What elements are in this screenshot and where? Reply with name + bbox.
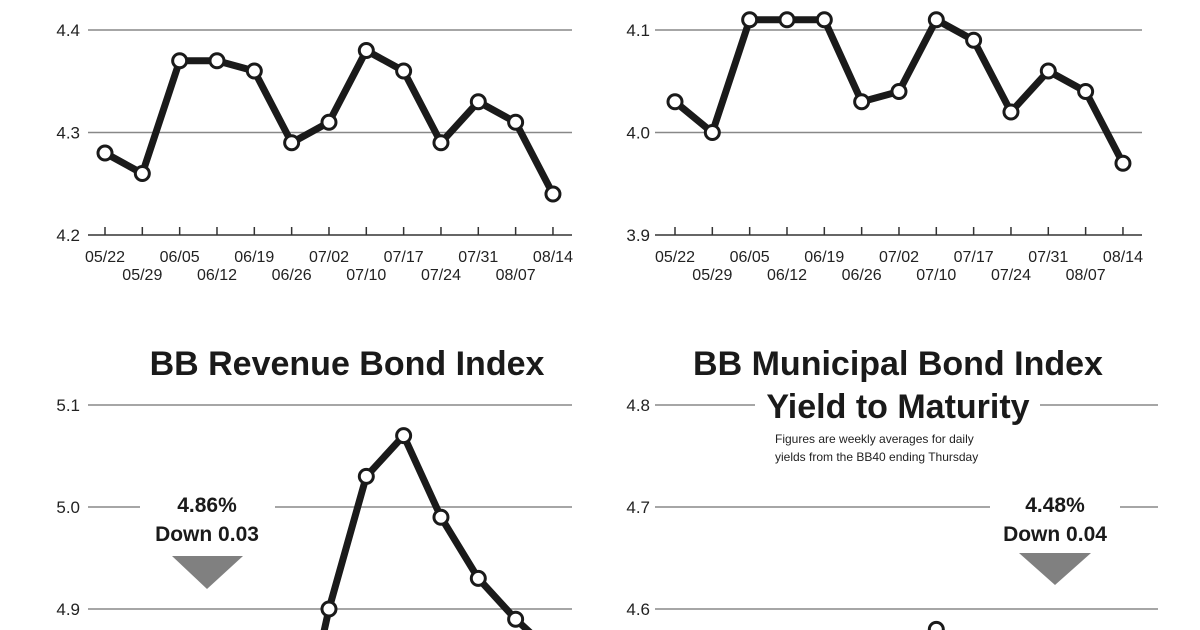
data-point: [507, 610, 525, 628]
y-tick-label: 4.8: [626, 396, 650, 415]
data-point: [815, 11, 833, 29]
data-point: [1002, 103, 1020, 121]
data-point: [96, 144, 114, 162]
data-point: [395, 427, 413, 445]
annotation-value: 4.86%: [177, 494, 237, 517]
title-backdrop: [755, 388, 1040, 428]
annotation-backdrop: [140, 486, 275, 550]
data-point: [703, 124, 721, 141]
y-tick-label: 4.3: [56, 124, 80, 143]
y-tick-label: 4.1: [626, 21, 650, 40]
x-tick-label: 07/31: [458, 249, 498, 266]
y-tick-label: 4.2: [56, 226, 80, 245]
data-point: [320, 600, 338, 618]
data-point: [133, 165, 151, 182]
data-point: [544, 185, 562, 203]
data-point: [1039, 62, 1057, 80]
x-tick-label: 08/07: [1066, 267, 1106, 284]
data-point: [395, 62, 413, 80]
x-tick-label: 07/02: [879, 249, 919, 266]
annotation-value: 4.48%: [1025, 494, 1085, 517]
data-point: [741, 11, 759, 29]
x-tick-label: 06/19: [234, 249, 274, 266]
data-point: [890, 83, 908, 100]
chart-top-right: 4.1 4.0 3.9 05/2205/2906/0506/1206/1906/26…: [626, 11, 1143, 284]
y-tick-label: 3.9: [626, 226, 650, 245]
x-tick-label: 07/10: [916, 267, 956, 284]
x-tick-label: 07/24: [991, 267, 1031, 284]
y-tick-label: 5.1: [56, 396, 80, 415]
x-tick-label: 07/17: [384, 249, 424, 266]
x-tick-label: 06/12: [197, 267, 237, 284]
data-point: [1077, 83, 1095, 100]
x-tick-label: 05/22: [655, 249, 695, 266]
annotation-change: Down 0.04: [1003, 523, 1107, 546]
data-point: [853, 93, 871, 111]
chart-revenue-bond-index: BB Revenue Bond Index 5.1 5.0 4.9 4.86% Do…: [56, 345, 572, 630]
data-point: [666, 93, 684, 111]
y-tick-label: 4.4: [56, 21, 80, 40]
data-point: [208, 52, 226, 70]
y-tick-label: 4.0: [626, 124, 650, 143]
data-point: [507, 113, 525, 131]
chart-note-line-1: Figures are weekly averages for daily: [775, 432, 974, 446]
x-tick-label: 06/05: [730, 249, 770, 266]
annotation-change: Down 0.03: [155, 523, 259, 546]
y-tick-label: 5.0: [56, 498, 80, 517]
x-tick-label: 05/29: [122, 267, 162, 284]
data-point: [469, 569, 487, 587]
x-tick-label: 07/31: [1028, 249, 1068, 266]
data-point: [432, 134, 450, 152]
data-point: [927, 620, 945, 630]
data-point: [778, 11, 796, 29]
x-tick-label: 06/19: [804, 249, 844, 266]
x-tick-label: 07/02: [309, 249, 349, 266]
chart-title: BB Revenue Bond Index: [150, 345, 545, 383]
data-point: [357, 467, 375, 485]
down-arrow-icon: [1019, 553, 1091, 585]
data-point: [171, 52, 189, 70]
x-tick-label: 08/14: [1103, 249, 1143, 266]
x-tick-label: 08/14: [533, 249, 573, 266]
chart-top-left: 4.4 4.3 4.2 05/2205/2906/0506/1206/1906/26…: [56, 21, 573, 284]
data-point: [469, 93, 487, 111]
annotation-backdrop: [990, 486, 1120, 550]
chart-municipal-bond-index: 4.8 4.7 4.6 BB Municipal Bond Index Yield …: [626, 345, 1158, 630]
y-tick-label: 4.7: [626, 498, 650, 517]
data-point: [245, 62, 263, 80]
x-tick-label: 07/24: [421, 267, 461, 284]
x-tick-label: 06/26: [272, 267, 312, 284]
data-point: [1114, 154, 1132, 172]
data-point: [965, 31, 983, 49]
x-tick-label: 07/17: [954, 249, 994, 266]
down-arrow-icon: [172, 556, 243, 589]
y-tick-label: 4.9: [56, 600, 80, 619]
data-point: [927, 11, 945, 29]
x-tick-label: 08/07: [496, 267, 536, 284]
y-tick-label: 4.6: [626, 600, 650, 619]
data-point: [432, 508, 450, 526]
chart-subtitle: Yield to Maturity: [766, 388, 1029, 426]
data-point: [320, 113, 338, 131]
x-tick-label: 06/05: [160, 249, 200, 266]
x-tick-label: 06/12: [767, 267, 807, 284]
x-tick-label: 07/10: [346, 267, 386, 284]
data-point: [357, 42, 375, 59]
series-line: [320, 432, 533, 630]
chart-title: BB Municipal Bond Index: [693, 345, 1103, 383]
chart-note-line-2: yields from the BB40 ending Thursday: [775, 450, 978, 464]
x-tick-label: 06/26: [842, 267, 882, 284]
data-point: [283, 134, 301, 152]
x-tick-label: 05/29: [692, 267, 732, 284]
x-tick-label: 05/22: [85, 249, 125, 266]
